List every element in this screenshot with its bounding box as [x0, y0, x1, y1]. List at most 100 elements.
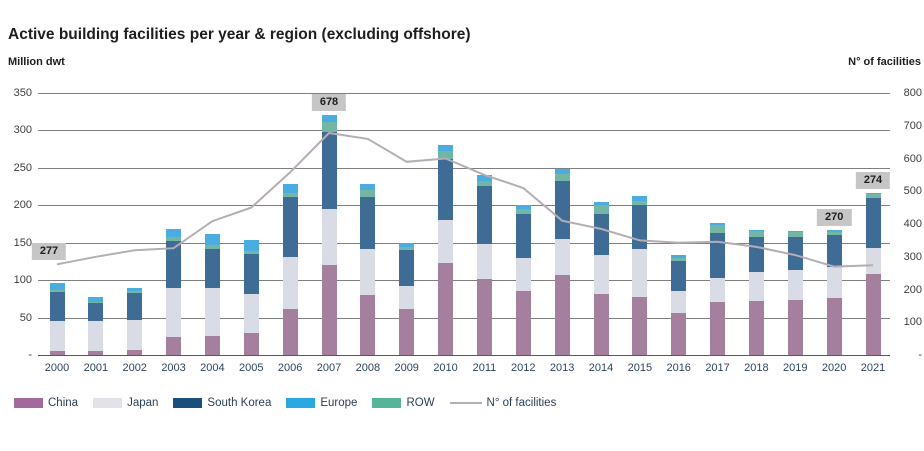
x-axis-label: 2000: [44, 362, 70, 374]
legend-label: South Korea: [207, 397, 272, 409]
left-axis-tick: 150: [13, 236, 32, 249]
bar-segment-row: [282, 192, 298, 198]
x-axis-label: 2015: [627, 362, 653, 374]
legend-line-swatch-icon: [449, 402, 482, 404]
bar-segment-europe: [49, 283, 65, 290]
bar-segment-south-korea: [632, 204, 648, 249]
bar-segment-china: [826, 298, 842, 355]
bar-segment-china: [127, 349, 143, 355]
right-axis-tick: 100: [903, 316, 922, 329]
x-axis-label: 2014: [588, 362, 614, 374]
bar-segment-south-korea: [166, 241, 182, 288]
legend-color-swatch-icon: [93, 398, 123, 408]
bar-segment-south-korea: [476, 185, 492, 245]
bar-segment-row: [476, 181, 492, 186]
x-axis-label: 2007: [316, 362, 342, 374]
bar-segment-china: [787, 300, 803, 355]
left-axis-tick: 100: [13, 274, 32, 287]
x-axis-label: 2011: [472, 362, 497, 374]
bar-segment-china: [632, 297, 648, 355]
left-axis-unit-label: Million dwt: [8, 56, 65, 68]
gridline: [38, 167, 890, 169]
bar-segment-china: [671, 313, 687, 355]
bar-segment-row: [127, 290, 143, 293]
bar-segment-row: [88, 301, 104, 304]
x-axis-label: 2016: [666, 362, 691, 374]
bar-segment-row: [360, 190, 376, 198]
bar-segment-row: [166, 236, 182, 242]
bar-segment-china: [438, 262, 454, 355]
bar-segment-europe: [243, 240, 259, 251]
bar-segment-china: [399, 309, 415, 355]
bar-segment-europe: [127, 287, 143, 291]
bar-segment-japan: [88, 321, 104, 351]
bar-segment-row: [515, 209, 531, 214]
bar-segment-japan: [632, 248, 648, 298]
right-axis-tick: 600: [903, 152, 922, 165]
x-axis-label: 2010: [433, 362, 458, 374]
legend-item-south-korea: South Korea: [173, 397, 271, 409]
right-axis-tick: 700: [903, 119, 922, 132]
legend-item-japan: Japan: [93, 397, 158, 409]
x-axis-label: 2020: [821, 362, 847, 374]
x-axis-label: 2005: [239, 362, 264, 374]
bar-segment-europe: [593, 202, 609, 206]
bar-segment-japan: [399, 286, 415, 310]
bar-segment-china: [865, 274, 881, 355]
bar-segment-south-korea: [321, 131, 337, 210]
right-axis-tick: 800: [903, 87, 922, 99]
chart-title: Active building facilities per year & re…: [8, 26, 471, 43]
bar-segment-europe: [282, 183, 298, 193]
bar-segment-south-korea: [49, 292, 65, 322]
gridline: [38, 280, 890, 282]
bar-segment-europe: [166, 229, 182, 237]
bar-segment-china: [593, 293, 609, 355]
bar-segment-europe: [515, 205, 531, 210]
legend-label: ROW: [406, 397, 435, 409]
bar-segment-row: [671, 258, 687, 262]
left-axis-tick: 350: [13, 87, 32, 99]
bar-segment-south-korea: [243, 253, 259, 294]
legend-label: Japan: [127, 397, 159, 409]
bar-segment-south-korea: [282, 197, 298, 257]
x-axis-label: 2006: [277, 362, 303, 374]
x-axis-label: 2019: [783, 362, 808, 374]
bar-segment-japan: [476, 244, 492, 279]
legend-color-swatch-icon: [14, 398, 43, 408]
right-axis-tick: 400: [903, 218, 922, 230]
bar-segment-europe: [360, 184, 376, 191]
bar-segment-europe: [787, 230, 803, 233]
bar-segment-row: [710, 225, 726, 233]
bar-segment-japan: [671, 291, 687, 314]
value-callout-2007: 678: [311, 93, 347, 111]
bar-segment-china: [204, 335, 220, 355]
bar-segment-row: [321, 122, 337, 132]
value-callout-2021: 274: [855, 171, 891, 189]
bar-segment-china: [166, 337, 182, 355]
bar-segment-japan: [787, 270, 803, 301]
bar-segment-europe: [748, 229, 764, 232]
x-axis-label: 2004: [200, 362, 225, 374]
bar-segment-china: [748, 301, 764, 355]
legend-label: Europe: [320, 397, 358, 409]
x-axis-label: 2008: [355, 362, 381, 374]
bar-segment-china: [282, 309, 298, 355]
bar-segment-japan: [865, 247, 881, 275]
bar-segment-row: [826, 232, 842, 236]
bar-segment-china: [710, 301, 726, 355]
bar-segment-japan: [593, 255, 609, 294]
bar-segment-south-korea: [787, 236, 803, 271]
bar-segment-europe: [826, 229, 842, 233]
bar-segment-japan: [243, 293, 259, 333]
bar-segment-china: [88, 350, 104, 355]
x-axis-label: 2009: [394, 362, 419, 374]
bar-segment-row: [49, 289, 65, 293]
bar-segment-japan: [360, 248, 376, 296]
bar-segment-south-korea: [515, 213, 531, 259]
plot-area: [38, 93, 890, 356]
bar-segment-row: [243, 250, 259, 254]
bar-segment-row: [748, 231, 764, 237]
gridline: [38, 355, 890, 356]
bar-segment-japan: [554, 238, 570, 275]
